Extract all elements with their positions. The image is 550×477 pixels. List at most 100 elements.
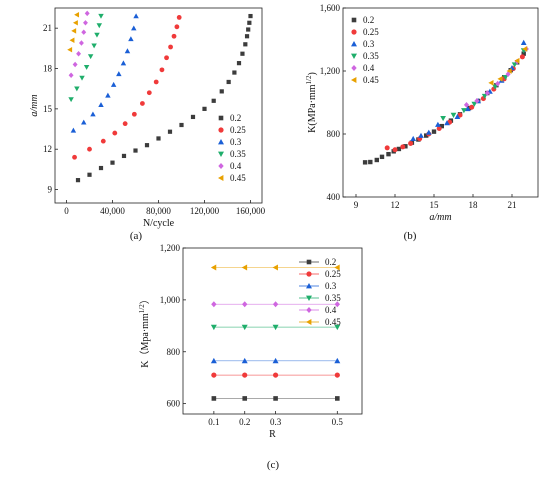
x-tick-label: 12	[391, 200, 400, 210]
legend-label: 0.2	[325, 257, 336, 267]
data-point	[171, 33, 177, 39]
y-tick-label: 1,200	[160, 243, 181, 253]
plot-frame	[182, 247, 363, 415]
data-point	[131, 25, 137, 31]
data-point	[450, 112, 457, 118]
x-tick-label: 120,000	[190, 206, 220, 216]
data-point	[87, 146, 92, 152]
data-point	[520, 39, 527, 45]
data-point	[79, 75, 85, 81]
series-0_25	[211, 372, 340, 378]
data-point	[334, 301, 341, 308]
legend-label: 0.3	[325, 281, 337, 291]
data-point	[174, 24, 180, 30]
y-axis-label: K(MPa·mm1/2)	[305, 72, 318, 133]
data-point	[334, 372, 340, 378]
data-point	[144, 143, 150, 148]
y-tick-label: 21	[43, 23, 52, 33]
series-0_3	[70, 13, 139, 133]
data-point	[210, 357, 217, 364]
legend: 0.2 0.25 0.3 0.35 0.4 0.45	[218, 113, 246, 183]
data-point	[242, 301, 248, 308]
data-point	[334, 324, 341, 331]
x-tick-label: 40,000	[100, 206, 125, 216]
legend-marker	[306, 283, 312, 289]
data-point	[246, 27, 251, 32]
data-point	[384, 145, 390, 151]
data-point	[226, 79, 231, 85]
chart-panel-2: 9 12 15 18 21 400 800 1,200 1,600 a/mm K(MPa·mm1/2…	[305, 3, 539, 242]
data-point	[167, 129, 173, 134]
data-point	[488, 79, 494, 86]
data-point	[244, 34, 250, 39]
data-point	[72, 154, 77, 160]
x-axis-label: R	[269, 429, 276, 440]
data-point	[211, 396, 217, 401]
data-point	[521, 51, 526, 56]
data-point	[425, 129, 432, 135]
data-point	[334, 357, 341, 364]
data-point	[511, 62, 518, 68]
data-point	[439, 123, 444, 129]
x-tick-label: 0.5	[332, 417, 344, 427]
legend-label: 0.45	[325, 317, 341, 327]
data-point	[374, 157, 379, 163]
legend-marker	[351, 77, 357, 83]
legend-label: 0.35	[325, 293, 341, 303]
legend-marker	[351, 17, 357, 23]
series-0_4	[211, 301, 341, 308]
data-point	[335, 396, 340, 401]
data-point	[176, 15, 182, 20]
data-point	[116, 71, 122, 77]
data-point	[128, 36, 134, 42]
legend-marker	[351, 41, 357, 47]
legend-marker	[351, 65, 357, 71]
series-0_35	[440, 48, 527, 122]
data-point	[236, 61, 242, 66]
data-point	[241, 357, 248, 364]
data-point	[272, 357, 279, 364]
data-point	[71, 28, 77, 34]
series-0_35	[210, 324, 341, 331]
legend-marker	[218, 151, 224, 157]
data-point	[110, 81, 117, 87]
data-point	[159, 67, 165, 73]
data-point	[90, 111, 96, 117]
legend-label: 0.3	[363, 39, 375, 49]
panel-label: (a)	[130, 230, 143, 242]
y-axis-label: a/mm	[29, 94, 40, 116]
data-point	[72, 61, 78, 68]
data-point	[69, 37, 75, 44]
data-point	[98, 165, 104, 171]
data-point	[396, 146, 402, 152]
series-0_45	[67, 11, 80, 53]
series-0_45	[488, 46, 528, 86]
y-tick-label: 9	[48, 185, 53, 195]
data-point	[247, 20, 252, 25]
x-axis-label: N/cycle	[143, 218, 175, 229]
y-tick-label: 1,000	[160, 295, 181, 305]
data-point	[431, 129, 437, 134]
data-point	[495, 80, 501, 87]
legend-label: 0.3	[230, 137, 242, 147]
chart-panel-3: 0.1 0.2 0.3 0.5 600 800 1,000 1,200 R K（Mpa·mm1/2…	[138, 243, 363, 471]
data-point	[435, 121, 441, 127]
data-point	[211, 98, 216, 103]
data-point	[75, 178, 81, 183]
data-point	[100, 138, 106, 144]
x-tick-label: 80,000	[146, 206, 171, 216]
data-point	[272, 324, 279, 331]
data-point	[67, 46, 73, 53]
data-point	[454, 113, 461, 119]
data-point	[519, 54, 525, 60]
data-point	[232, 70, 237, 75]
data-point	[120, 60, 127, 66]
data-point	[87, 54, 94, 60]
legend-marker	[218, 163, 224, 169]
data-point	[466, 105, 472, 111]
data-point	[522, 46, 528, 52]
data-point	[272, 264, 278, 271]
data-point	[440, 115, 446, 122]
series-0_3	[210, 357, 341, 364]
legend-label: 0.4	[230, 161, 242, 171]
